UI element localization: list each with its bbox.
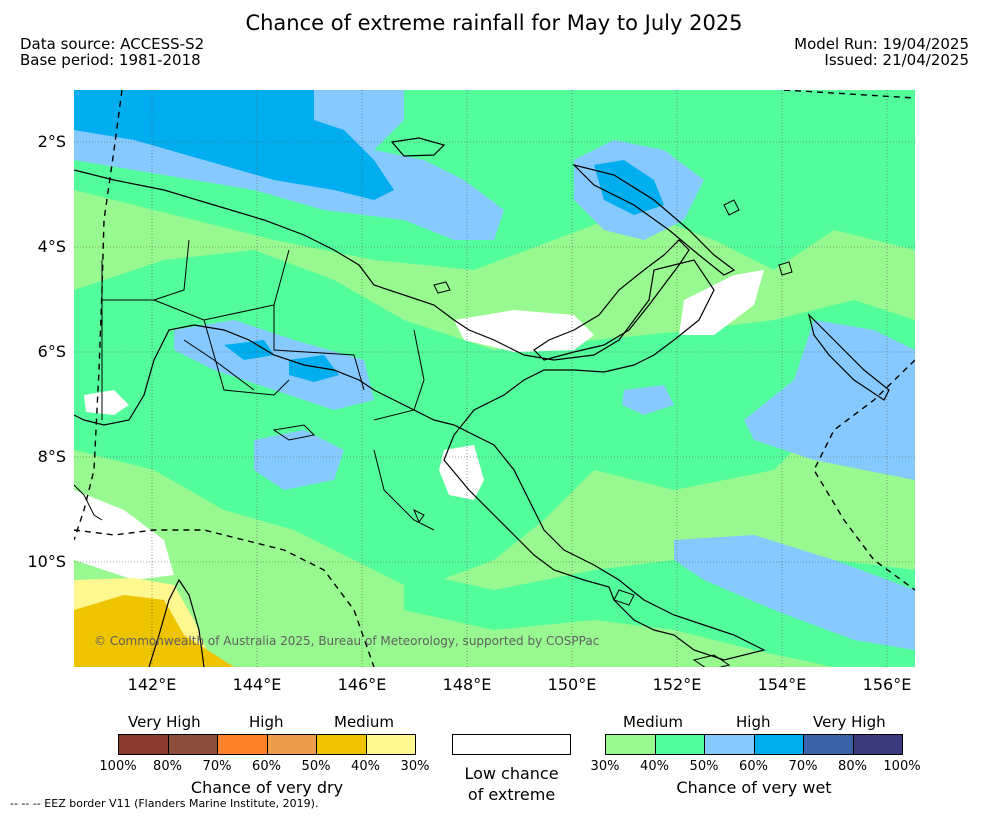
lat-label-6s: 6°S <box>37 342 66 361</box>
lat-label-2s: 2°S <box>37 132 66 151</box>
wet-heading-very-high: Very High <box>813 713 886 731</box>
lon-label-148e: 148°E <box>442 675 492 694</box>
copyright-notice: © Commonwealth of Australia 2025, Bureau… <box>94 634 600 648</box>
base-period-label: Base period: 1981-2018 <box>20 51 201 69</box>
wet-swatch-2 <box>704 734 755 755</box>
lon-label-154e: 154°E <box>757 675 807 694</box>
low-chance-region-central <box>454 310 594 352</box>
lon-label-152e: 152°E <box>652 675 702 694</box>
coastline-manus <box>390 137 446 157</box>
dry-swatch-5 <box>365 734 416 755</box>
wet-swatch-0 <box>605 734 656 755</box>
eez-border-lines <box>74 90 915 667</box>
province-borders <box>101 239 435 531</box>
dry-tick-label: 50% <box>301 759 331 774</box>
lon-label-144e: 144°E <box>232 675 282 694</box>
wet-tick-label: 40% <box>640 759 669 774</box>
wet-heading-high: High <box>736 713 771 731</box>
dry-swatch-1 <box>167 734 218 755</box>
coastline-small-islands <box>272 199 793 667</box>
wet-tick-label: 100% <box>883 759 921 774</box>
coastline-west-edge <box>74 484 103 521</box>
dry-heading-very-high: Very High <box>128 713 201 731</box>
dry-swatch-0 <box>118 734 169 755</box>
wet-50-region-se <box>674 535 915 650</box>
wet-swatch-5 <box>852 734 903 755</box>
dry-tick-label: 80% <box>153 759 182 774</box>
coastline-bougainville <box>807 313 890 401</box>
low-chance-caption-line1: Low chance <box>464 764 559 783</box>
wet-swatch-1 <box>654 734 705 755</box>
lon-label-142e: 142°E <box>127 675 177 694</box>
coastline-cape-york <box>148 578 205 667</box>
low-chance-swatch <box>452 734 571 755</box>
dry-tick-label: 70% <box>202 759 232 774</box>
map-title: Chance of extreme rainfall for May to Ju… <box>245 11 743 35</box>
dry-heading-medium: Medium <box>334 713 394 731</box>
wet-tick-label: 70% <box>788 759 818 774</box>
map-canvas <box>74 90 915 667</box>
wet-50-region-small <box>622 385 674 415</box>
dry-swatch-2 <box>217 734 268 755</box>
dry-tick-label: 30% <box>400 759 430 774</box>
low-chance-region-west <box>84 390 129 415</box>
dry-tick-label: 100% <box>99 759 137 774</box>
dry-legend-caption: Chance of very dry <box>190 778 344 797</box>
lat-label-10s: 10°S <box>27 552 66 571</box>
wet-tick-label: 60% <box>739 759 768 774</box>
dry-tick-label: 60% <box>252 759 281 774</box>
issued-label: Issued: 21/04/2025 <box>824 51 969 69</box>
wet-swatch-4 <box>803 734 854 755</box>
wet-50-region-east <box>744 320 915 480</box>
rainfall-map <box>74 90 915 667</box>
lat-label-4s: 4°S <box>37 237 66 256</box>
wet-tick-label: 50% <box>689 759 719 774</box>
wet-tick-label: 80% <box>838 759 867 774</box>
wet-legend-caption: Chance of very wet <box>676 778 832 797</box>
wet-60-region-ne <box>594 160 664 215</box>
data-source-label: Data source: ACCESS-S2 <box>20 35 205 53</box>
eez-border-note: -- -- -- EEZ border V11 (Flanders Marine… <box>10 797 319 810</box>
wet-50-region-lagoon <box>254 430 344 490</box>
wet-50-region-central <box>174 320 374 410</box>
wet-60-region-nw <box>74 90 394 200</box>
lat-label-8s: 8°S <box>37 447 66 466</box>
low-chance-caption-line2: of extreme <box>467 785 556 804</box>
model-run-label: Model Run: 19/04/2025 <box>794 35 969 53</box>
coastline-new-guinea <box>74 169 766 661</box>
dry-swatch-4 <box>316 734 367 755</box>
wet-swatch-3 <box>753 734 804 755</box>
dry-swatch-3 <box>266 734 317 755</box>
dry-tick-label: 40% <box>351 759 380 774</box>
low-chance-region-sw <box>74 490 174 580</box>
dry-40-region <box>74 595 234 667</box>
wet-60-region-central <box>224 340 274 360</box>
wet-tick-label: 30% <box>590 759 620 774</box>
dry-heading-high: High <box>249 713 284 731</box>
graticule <box>74 90 915 667</box>
wet-heading-medium: Medium <box>623 713 683 731</box>
lon-label-146e: 146°E <box>337 675 387 694</box>
lon-label-150e: 150°E <box>547 675 597 694</box>
wet-60-region-central2 <box>289 355 339 382</box>
lon-label-156e: 156°E <box>862 675 912 694</box>
coastline-new-ireland <box>572 163 736 276</box>
coastline-new-britain <box>533 239 690 361</box>
low-chance-region-south <box>439 445 484 500</box>
